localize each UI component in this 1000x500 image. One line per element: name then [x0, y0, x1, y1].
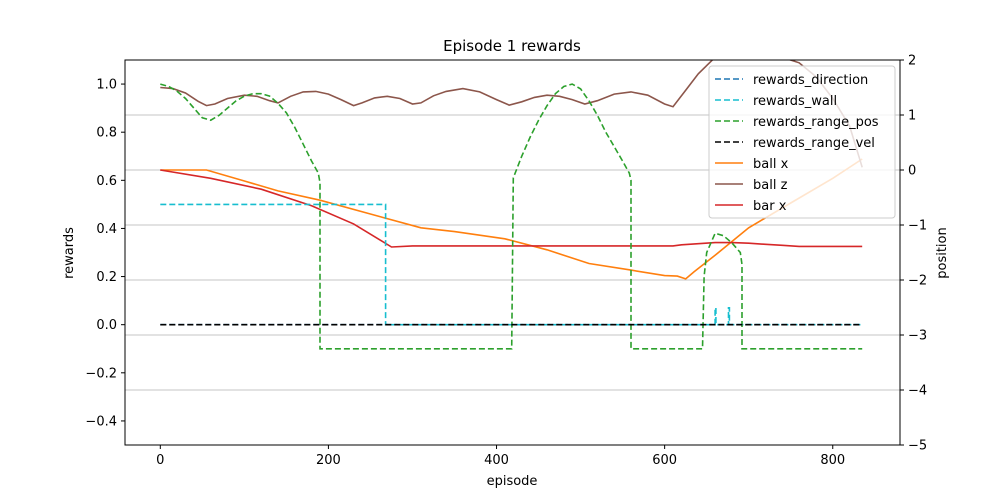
- y2-tick-label: 2: [908, 54, 916, 69]
- y2-axis-label: position: [935, 227, 950, 279]
- legend-label: rewards_direction: [753, 73, 868, 88]
- series-line-rewards-wall: [160, 203, 863, 326]
- y-tick-label: 1.0: [96, 78, 117, 93]
- y2-tick-label: −5: [908, 439, 927, 454]
- y-tick-label: 0.0: [96, 318, 117, 333]
- y-tick-label: 0.2: [96, 270, 117, 285]
- x-tick-label: 600: [652, 453, 677, 468]
- legend-label: rewards_range_pos: [753, 115, 879, 130]
- x-tick-label: 400: [484, 453, 509, 468]
- series-layer: [160, 60, 863, 350]
- x-axis: 0 200 400 600 800: [156, 445, 845, 468]
- y-axis-right: −5 −4 −3 −2 −1 0 1 2: [900, 54, 927, 454]
- y2-tick-label: 1: [908, 109, 916, 124]
- y-tick-label: −0.4: [85, 414, 117, 429]
- y2-tick-label: −1: [908, 219, 927, 234]
- series-line-bar-x: [160, 169, 863, 248]
- chart-title: Episode 1 rewards: [443, 37, 581, 55]
- y2-tick-label: 0: [908, 164, 916, 179]
- x-axis-label: episode: [487, 474, 538, 489]
- legend: rewards_direction rewards_wall rewards_ran…: [708, 65, 896, 219]
- y-tick-label: 0.4: [96, 222, 117, 237]
- y-tick-label: 0.6: [96, 174, 117, 189]
- y-axis-label: rewards: [62, 227, 77, 279]
- legend-label: rewards_range_vel: [753, 136, 875, 151]
- y2-tick-label: −4: [908, 384, 927, 399]
- legend-label: bar x: [753, 199, 787, 214]
- legend-label: ball z: [753, 178, 788, 193]
- y2-tick-label: −2: [908, 274, 927, 289]
- legend-label: ball x: [753, 157, 789, 172]
- plot-frame: [124, 59, 901, 446]
- y2-tick-label: −3: [908, 329, 927, 344]
- series-line-ball-z: [160, 60, 863, 168]
- x-tick-label: 800: [820, 453, 845, 468]
- x-tick-label: 200: [316, 453, 341, 468]
- legend-label: rewards_wall: [753, 94, 837, 109]
- series-line-ball-x: [160, 158, 863, 280]
- y-tick-label: −0.2: [85, 366, 117, 381]
- y-axis-left: −0.4 −0.2 0.0 0.2 0.4 0.6 0.8 1.0: [85, 78, 125, 429]
- y-tick-label: 0.8: [96, 126, 117, 141]
- legend-box: [708, 65, 896, 219]
- x-tick-label: 0: [156, 453, 164, 468]
- series-line-rewards-range-pos: [160, 83, 863, 350]
